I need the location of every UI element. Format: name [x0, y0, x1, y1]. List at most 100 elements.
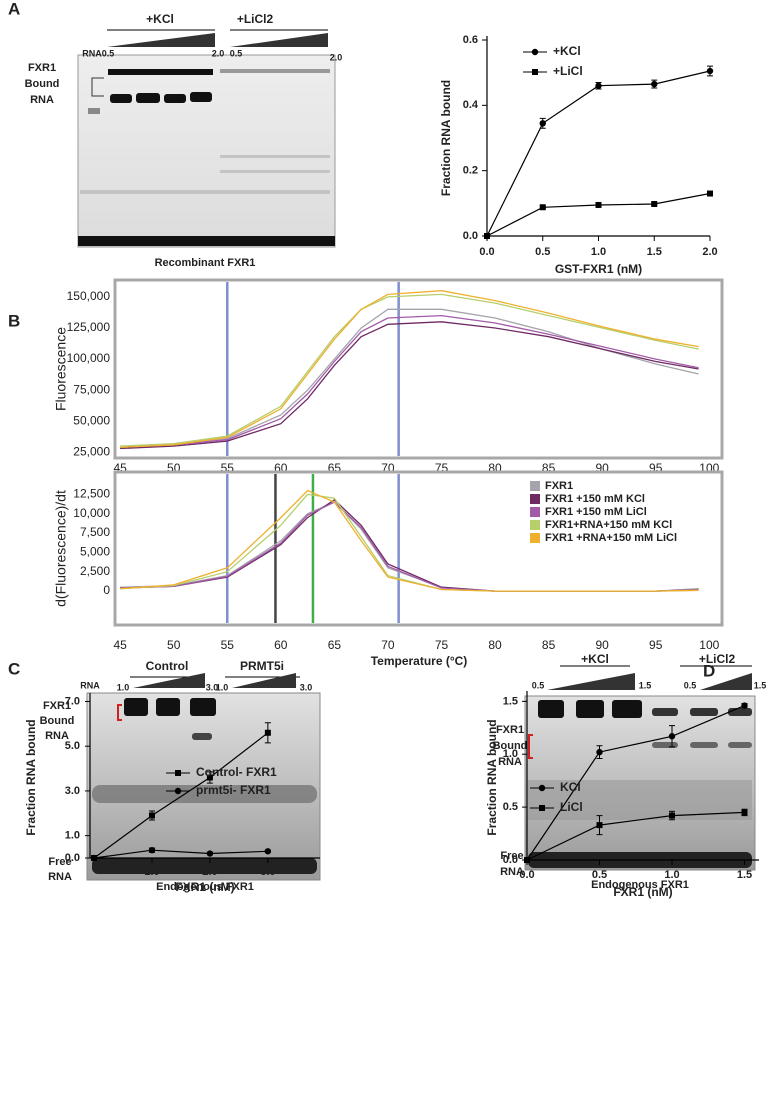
data-point [206, 774, 213, 781]
y-tick-label: 5.0 [65, 740, 80, 752]
legend-swatch [530, 533, 540, 543]
y-tick-label: 1.0 [503, 748, 518, 760]
legend-label: FXR1+RNA+150 mM KCl [545, 519, 672, 531]
x-tick-label: 45 [113, 638, 127, 652]
data-point [596, 748, 603, 756]
bound-label: FXR1 [496, 724, 524, 736]
legend-swatch [530, 520, 540, 530]
panel-label: A [8, 0, 20, 18]
y-tick-label: 12,500 [73, 487, 110, 501]
series-line [120, 308, 699, 448]
group-label: +LiCl2 [699, 652, 736, 666]
data-point [264, 729, 271, 736]
x-tick-label: 1.0 [144, 866, 159, 878]
plot-frame [113, 278, 724, 460]
legend-swatch [530, 494, 540, 504]
data-point [706, 67, 714, 75]
dose-label: 1.5 [639, 680, 652, 690]
group-label: Control [146, 659, 189, 673]
dose-label: 1.5 [754, 680, 767, 690]
y-tick-label: 7.0 [65, 695, 80, 707]
group-label: +KCl [146, 12, 174, 26]
x-tick-label: 95 [649, 638, 663, 652]
data-point [707, 190, 713, 197]
y-tick-label: 0.5 [503, 801, 518, 813]
data-point [90, 854, 98, 862]
y-tick-label: 25,000 [73, 444, 110, 458]
gel-caption: Endogenous FXR1 [591, 879, 689, 891]
x-tick-label: 60 [274, 638, 288, 652]
x-tick-label: 55 [221, 638, 235, 652]
bound-label: Bound [493, 740, 528, 752]
legend-marker [174, 787, 182, 795]
free-label: Free [500, 850, 523, 862]
data-point [539, 204, 546, 211]
data-point [484, 233, 490, 239]
x-tick-label: 70 [381, 638, 395, 652]
series-line [120, 489, 699, 592]
legend-label: FXR1 +RNA+150 mM LiCl [545, 532, 677, 544]
data-point [148, 812, 155, 819]
x-tick-label: 65 [328, 638, 342, 652]
free-label: Free [48, 856, 71, 868]
series-line [93, 732, 269, 859]
y-tick-label: 50,000 [73, 413, 110, 427]
dose-label: 0.5 [684, 680, 697, 690]
group-label: +KCl [581, 652, 609, 666]
legend-swatch [530, 481, 540, 491]
y-tick-label: 0.0 [503, 854, 518, 866]
y-tick-label: 0.6 [463, 34, 478, 46]
legend-label: FXR1 +150 mM KCl [545, 493, 645, 505]
y-tick-label: 7,500 [80, 525, 110, 539]
legend-label: +LiCl [553, 64, 583, 78]
legend-swatch [530, 507, 540, 517]
series-line [120, 290, 699, 448]
legend-label: prmt5i- FXR1 [196, 783, 271, 797]
x-axis-label: FXR1 (nM) [175, 880, 234, 894]
series-line [120, 314, 699, 448]
dose-label: 0.5 [532, 680, 545, 690]
y-tick-label: 0.0 [65, 852, 80, 864]
legend-label: LiCl [560, 800, 583, 814]
data-point [668, 733, 676, 740]
y-axis-label: d(Fluorescence)/dt [53, 490, 69, 607]
data-point [539, 120, 546, 127]
x-tick-label: 80 [488, 638, 502, 652]
y-tick-label: 125,000 [67, 320, 111, 334]
legend-label: FXR1 [545, 480, 573, 492]
y-tick-label: 1.5 [503, 695, 518, 707]
dose-label: 2.0 [330, 52, 343, 62]
x-tick-label: 3.0 [260, 866, 275, 878]
dose-label: 2.0 [212, 48, 225, 58]
lane-label: RNA [82, 48, 102, 58]
x-tick-label: 1.0 [664, 869, 679, 881]
data-point [595, 201, 602, 208]
y-tick-label: 150,000 [67, 289, 111, 303]
dose-label: 1.0 [117, 682, 130, 692]
bound-label: RNA [498, 756, 522, 768]
data-point [669, 812, 675, 819]
legend-marker [531, 48, 539, 56]
panel-label: B [8, 311, 20, 330]
dose-label: 3.0 [300, 682, 313, 692]
x-tick-label: 1.5 [737, 869, 752, 881]
data-point [741, 702, 748, 709]
data-point [596, 822, 603, 829]
dose-label: 3.0 [206, 682, 219, 692]
gel-caption: Recombinant FXR1 [155, 257, 256, 269]
y-tick-label: 3.0 [65, 785, 80, 797]
bound-label: FXR1 [43, 700, 71, 712]
dose-label: 0.5 [230, 48, 243, 58]
bound-label: RNA [45, 730, 69, 742]
data-point [651, 80, 658, 88]
gel-d [524, 665, 756, 871]
x-tick-label: 0.5 [592, 869, 607, 881]
panel-label: D [703, 661, 715, 680]
group-label: +LiCl2 [237, 12, 274, 26]
dose-label: 0.5 [102, 48, 115, 58]
plot-frame [113, 470, 724, 627]
x-tick-label: 2.0 [702, 246, 717, 258]
y-tick-label: 1.0 [65, 830, 80, 842]
series-line [120, 293, 699, 447]
